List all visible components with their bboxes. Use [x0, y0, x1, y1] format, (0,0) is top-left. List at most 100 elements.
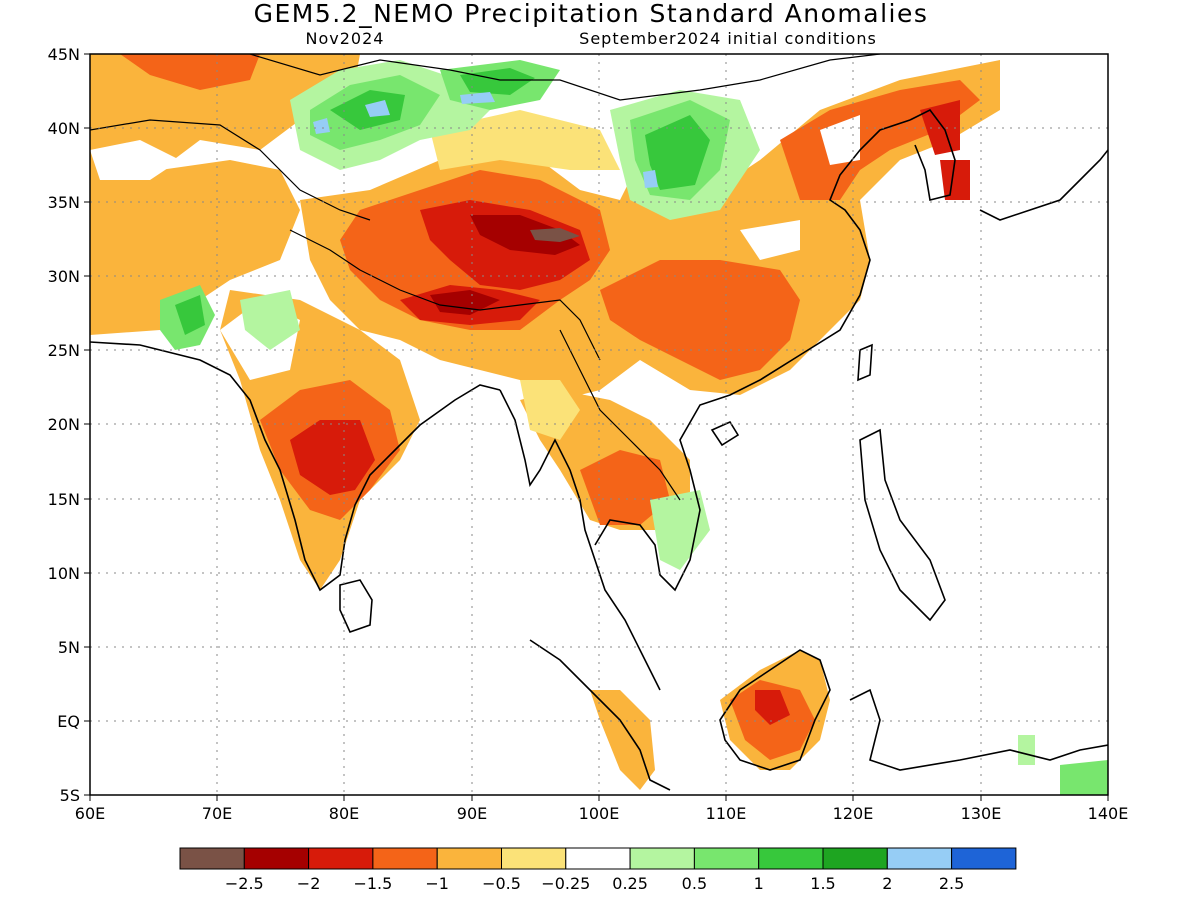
- lat-label: 40N: [48, 119, 80, 138]
- anomaly-region-india-wet: [240, 290, 300, 350]
- anomaly-region-xinjiang-wet2: [460, 68, 535, 95]
- lon-label: 130E: [961, 804, 1002, 823]
- lat-label: 25N: [48, 341, 80, 360]
- anomaly-region-india-red: [290, 420, 375, 495]
- map-grid: [90, 54, 1108, 795]
- coastline-gulf-thailand: [594, 119, 911, 592]
- anomaly-region-tibet-extreme: [530, 228, 580, 242]
- anomaly-region-newguinea-wet: [1060, 760, 1108, 795]
- initial-conditions: September2024 initial conditions: [579, 29, 877, 48]
- colorbar-label: 1: [754, 874, 764, 893]
- colorbar-label: −1: [425, 874, 449, 893]
- colorbar-swatch: [822, 847, 888, 870]
- anomaly-region-northwest-strong: [120, 54, 260, 90]
- lat-label: EQ: [57, 712, 80, 731]
- colorbar-swatch: [179, 847, 245, 870]
- anomaly-region-indochina-weak: [520, 380, 580, 440]
- colorbar-swatch: [951, 847, 1017, 870]
- lon-label: 90E: [457, 804, 487, 823]
- colorbar-label: −2: [297, 874, 321, 893]
- coastline-sumatra: [529, 639, 671, 791]
- anomaly-region-central-asia-blue2: [313, 118, 330, 134]
- lat-label: 20N: [48, 415, 80, 434]
- lat-label: 10N: [48, 564, 80, 583]
- neutral-patch-northchina: [740, 220, 800, 260]
- coastline-burma-malay: [499, 389, 661, 691]
- coastline-sulawesi-newguinea: [849, 688, 1108, 771]
- border-indochina: [559, 329, 681, 501]
- coastline-korea: [909, 108, 956, 201]
- map-panel: 60E 70E 80E 90E 100E 110E 120E 130E 140E…: [48, 45, 1129, 823]
- colorbar-swatch: [372, 847, 438, 870]
- colorbar-label: 2.5: [939, 874, 964, 893]
- coastline-borneo: [719, 649, 831, 771]
- anomaly-region-vietnam-wet: [650, 490, 710, 570]
- anomaly-region-newguinea-wet2: [1018, 735, 1035, 765]
- lat-label: 5S: [60, 786, 80, 805]
- coastline-india: [90, 341, 501, 592]
- anomaly-region-himalaya-darkred: [430, 290, 500, 315]
- lon-label: 120E: [833, 804, 874, 823]
- lat-label: 15N: [48, 490, 80, 509]
- border-china-north: [249, 54, 881, 101]
- lon-label: 110E: [706, 804, 747, 823]
- coastline-taiwan: [857, 343, 873, 382]
- coastline-hainan: [710, 420, 740, 447]
- lat-label: 5N: [58, 638, 80, 657]
- colorbar-swatch: [629, 847, 695, 870]
- neutral-patch-west: [90, 140, 180, 180]
- anomaly-region-northwest: [90, 54, 360, 180]
- colorbar-swatch: [501, 847, 567, 870]
- anomaly-region-mongolia-blue: [643, 170, 658, 188]
- map-title: GEM5.2_NEMO Precipitation Standard Anoma…: [254, 0, 929, 28]
- border-central-asia: [90, 119, 371, 221]
- colorbar-swatch: [758, 847, 824, 870]
- anomaly-region-mongolia-wet3: [645, 115, 710, 190]
- anomaly-region-tibet-darkred: [470, 215, 580, 255]
- anomaly-region-japan-red: [940, 160, 970, 200]
- longitude-labels: 60E 70E 80E 90E 100E 110E 120E 130E 140E: [75, 804, 1129, 823]
- lon-label: 70E: [202, 804, 232, 823]
- lon-label: 80E: [329, 804, 359, 823]
- anomaly-region-borneo-red: [755, 690, 790, 725]
- colorbar-swatches: [179, 847, 1017, 870]
- anomaly-region-westasia: [90, 160, 300, 335]
- colorbar-label: −1.5: [353, 874, 392, 893]
- colorbar-swatch: [436, 847, 503, 870]
- anomaly-region-xinjiang-blue: [460, 92, 495, 104]
- colorbar-label: 1.5: [810, 874, 835, 893]
- axis-ticks: [84, 53, 1109, 801]
- anomaly-region-indochina-strong: [580, 450, 670, 525]
- colorbar-swatch: [693, 847, 760, 870]
- anomaly-region-pakistan-wet2: [175, 295, 205, 335]
- lon-label: 60E: [75, 804, 105, 823]
- colorbar-swatch: [886, 847, 953, 870]
- lon-label: 100E: [579, 804, 620, 823]
- lat-label: 45N: [48, 45, 80, 64]
- colorbar: −2.5 −2 −1.5 −1 −0.5 −0.25 0.25 0.5 1 1.5 2 2.5: [179, 847, 1017, 893]
- colorbar-labels: −2.5 −2 −1.5 −1 −0.5 −0.25 0.25 0.5 1 1.5 2 2.5: [225, 874, 964, 893]
- colorbar-label: −0.25: [541, 874, 590, 893]
- coastline-japan: [979, 149, 1108, 221]
- colorbar-label: 2: [882, 874, 892, 893]
- anomaly-region-china-strong: [600, 260, 800, 380]
- coastlines: [90, 54, 1108, 791]
- colorbar-swatch: [565, 847, 631, 870]
- colorbar-label: 0.25: [612, 874, 648, 893]
- colorbar-swatch: [308, 847, 374, 870]
- border-himalaya: [289, 229, 601, 361]
- latitude-labels: 45N 40N 35N 30N 25N 20N 15N 10N 5N EQ 5S: [48, 45, 80, 805]
- anomaly-region-tibet-weak: [430, 110, 620, 170]
- coastline-philippines: [859, 428, 946, 622]
- lon-label: 140E: [1088, 804, 1129, 823]
- forecast-month: Nov2024: [306, 29, 385, 48]
- lat-label: 30N: [48, 267, 80, 286]
- coastline-srilanka: [339, 579, 373, 633]
- anomaly-region-sumatra: [590, 690, 655, 790]
- colorbar-label: 0.5: [682, 874, 707, 893]
- colorbar-swatch: [243, 847, 310, 870]
- lat-label: 35N: [48, 193, 80, 212]
- colorbar-label: −2.5: [225, 874, 264, 893]
- anomaly-region-central-asia-blue: [365, 100, 390, 117]
